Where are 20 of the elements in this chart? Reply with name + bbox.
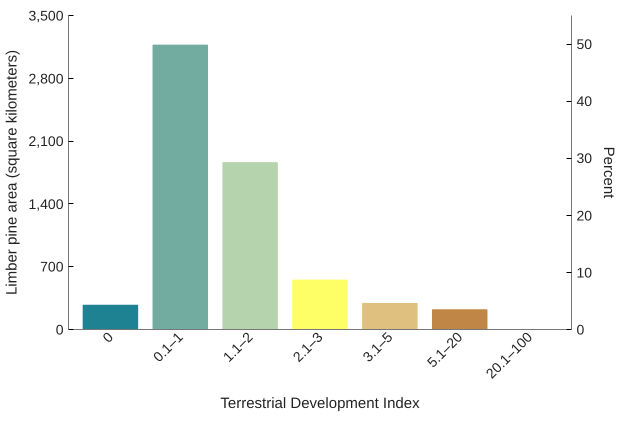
- bar: [362, 302, 418, 330]
- y-axis-title: Limber pine area (square kilometers): [3, 50, 20, 296]
- bar: [432, 309, 488, 330]
- y2-tick-label: 50: [576, 36, 592, 52]
- y-tick-label: 2,800: [28, 70, 64, 86]
- y2-tick-label: 30: [576, 150, 592, 166]
- y-tick-label: 3,500: [28, 8, 64, 24]
- y2-tick-label: 10: [576, 264, 592, 280]
- y2-axis-title: Percent: [600, 146, 618, 200]
- bar: [292, 280, 348, 330]
- bar: [222, 162, 278, 330]
- x-axis-title: Terrestrial Development Index: [220, 395, 420, 412]
- y-tick-label: 700: [40, 258, 64, 275]
- y2-tick-label: 20: [576, 207, 592, 224]
- y-tick-label: 1,400: [28, 196, 64, 212]
- bar: [82, 304, 138, 330]
- x-tick-label: 0: [99, 328, 116, 346]
- y-tick-label: 2,100: [28, 133, 64, 150]
- y2-tick-label: 40: [576, 93, 592, 110]
- bar: [152, 44, 208, 330]
